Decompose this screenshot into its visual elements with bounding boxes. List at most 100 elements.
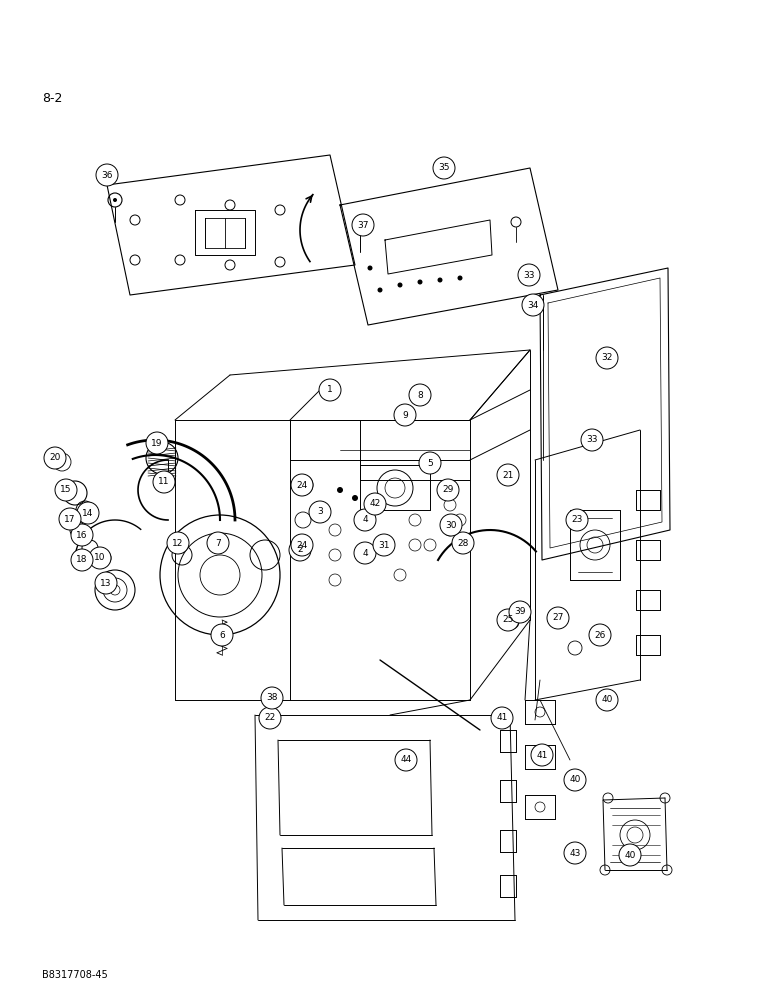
Text: 42: 42 [369, 499, 381, 508]
Text: 29: 29 [442, 486, 454, 494]
Circle shape [589, 624, 611, 646]
Text: 18: 18 [76, 556, 88, 564]
Text: 41: 41 [537, 750, 547, 760]
Circle shape [96, 164, 118, 186]
Text: 8: 8 [417, 390, 423, 399]
Circle shape [352, 495, 358, 501]
Circle shape [395, 749, 417, 771]
Text: 43: 43 [569, 848, 581, 857]
Circle shape [71, 524, 93, 546]
Circle shape [367, 502, 373, 508]
Circle shape [596, 347, 618, 369]
Circle shape [564, 842, 586, 864]
Circle shape [566, 509, 588, 531]
Text: 6: 6 [219, 631, 225, 640]
Text: 10: 10 [94, 554, 106, 562]
Circle shape [418, 279, 422, 284]
Circle shape [373, 534, 395, 556]
Text: 40: 40 [601, 696, 613, 704]
Circle shape [509, 601, 531, 623]
Circle shape [259, 707, 281, 729]
Text: 38: 38 [266, 694, 278, 702]
Circle shape [354, 542, 376, 564]
Circle shape [167, 532, 189, 554]
Circle shape [291, 534, 313, 556]
Text: 23: 23 [571, 516, 583, 524]
Circle shape [394, 404, 416, 426]
Text: 24: 24 [296, 540, 307, 550]
Text: 8-2: 8-2 [42, 92, 63, 105]
Circle shape [531, 744, 553, 766]
Text: 39: 39 [514, 607, 526, 616]
Text: 🔑: 🔑 [52, 456, 57, 464]
Text: 1: 1 [327, 385, 333, 394]
Circle shape [438, 277, 442, 282]
Circle shape [581, 429, 603, 451]
Circle shape [409, 384, 431, 406]
Circle shape [207, 532, 229, 554]
Text: 12: 12 [172, 538, 184, 548]
Text: 22: 22 [264, 714, 276, 722]
Circle shape [146, 432, 168, 454]
Text: 15: 15 [60, 486, 72, 494]
Text: 4: 4 [362, 516, 367, 524]
Circle shape [95, 572, 117, 594]
Circle shape [547, 607, 569, 629]
Text: 32: 32 [601, 354, 613, 362]
Text: 34: 34 [527, 300, 539, 310]
Circle shape [437, 479, 459, 501]
Text: 7: 7 [215, 538, 221, 548]
Text: 37: 37 [357, 221, 369, 230]
Circle shape [491, 707, 513, 729]
Text: 28: 28 [457, 538, 469, 548]
Circle shape [440, 514, 462, 536]
Circle shape [337, 487, 343, 493]
Text: 33: 33 [523, 270, 535, 279]
Circle shape [44, 447, 66, 469]
Circle shape [289, 539, 311, 561]
Text: B8317708-45: B8317708-45 [42, 970, 108, 980]
Circle shape [77, 502, 99, 524]
Text: 13: 13 [100, 578, 112, 587]
Text: 17: 17 [64, 514, 76, 524]
Circle shape [364, 493, 386, 515]
Circle shape [497, 464, 519, 486]
Text: 35: 35 [438, 163, 450, 172]
Circle shape [522, 294, 544, 316]
Circle shape [153, 471, 175, 493]
Circle shape [59, 508, 81, 530]
Circle shape [619, 844, 641, 866]
Text: 16: 16 [76, 530, 88, 540]
Circle shape [458, 275, 462, 280]
Text: 40: 40 [569, 776, 581, 784]
Text: 30: 30 [445, 520, 457, 530]
Text: 2: 2 [297, 546, 303, 554]
Text: 26: 26 [594, 631, 606, 640]
Circle shape [309, 501, 331, 523]
Text: 36: 36 [101, 170, 113, 180]
Circle shape [89, 547, 111, 569]
Circle shape [419, 452, 441, 474]
Circle shape [261, 687, 283, 709]
Text: 44: 44 [401, 756, 411, 764]
Text: 14: 14 [83, 508, 93, 518]
Circle shape [497, 609, 519, 631]
Text: 4: 4 [362, 548, 367, 558]
Text: 11: 11 [158, 478, 170, 487]
Text: 25: 25 [503, 615, 513, 624]
Text: 41: 41 [496, 714, 508, 722]
Circle shape [452, 532, 474, 554]
Text: 3: 3 [317, 508, 323, 516]
Text: 5: 5 [427, 458, 433, 468]
Text: 20: 20 [49, 454, 61, 462]
Circle shape [113, 198, 117, 202]
Circle shape [596, 689, 618, 711]
Circle shape [352, 214, 374, 236]
Text: 19: 19 [151, 438, 163, 448]
Text: 21: 21 [503, 471, 513, 480]
Circle shape [433, 157, 455, 179]
Circle shape [319, 379, 341, 401]
Text: 27: 27 [552, 613, 564, 622]
Text: 33: 33 [586, 436, 598, 444]
Circle shape [564, 769, 586, 791]
